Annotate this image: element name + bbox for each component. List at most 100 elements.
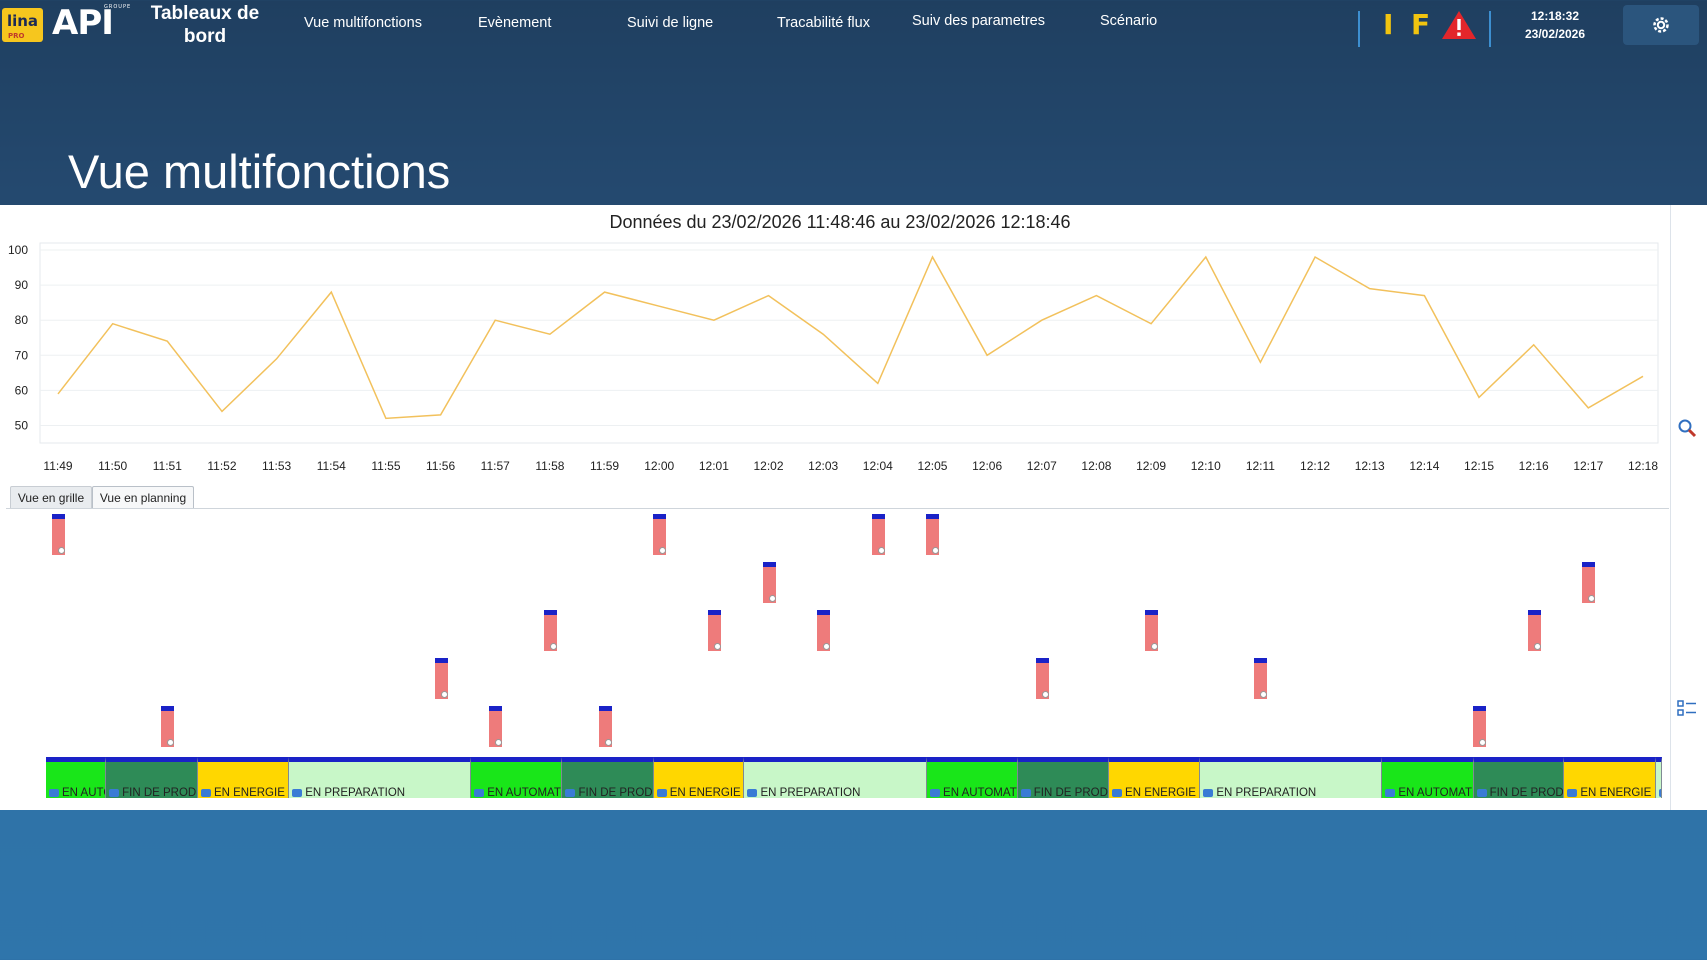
nav-suivi-de-ligne[interactable]: Suivi de ligne <box>627 15 714 31</box>
planning-state-segment[interactable]: EN ENERGIE <box>1109 757 1201 798</box>
list-icon <box>1677 700 1696 716</box>
planning-state-segment[interactable]: EN AUTOMATIQUE <box>471 757 563 798</box>
zoom-button[interactable] <box>1676 417 1698 439</box>
planning-event-marker[interactable] <box>1254 658 1268 699</box>
y-tick-label: 50 <box>15 418 29 432</box>
tab-vue-en-grille[interactable]: Vue en grille <box>10 486 92 509</box>
grid-lines <box>40 249 1658 426</box>
nav-suivi-parametres[interactable]: Suiv des parametres <box>912 13 1045 29</box>
planning-state-segment[interactable]: FIN DE PRODUCTION <box>1017 757 1110 798</box>
x-tick-label: 12:12 <box>1300 459 1330 473</box>
state-label: EN PREPARATION <box>760 787 861 798</box>
x-tick-label: 12:09 <box>1136 459 1166 473</box>
state-label: FIN DE PRODUCTION <box>578 787 653 798</box>
planning-event-marker[interactable] <box>762 562 776 603</box>
planning-event-marker[interactable] <box>1527 610 1541 651</box>
tab-vue-en-planning[interactable]: Vue en planning <box>92 486 194 509</box>
series-line <box>57 255 1644 420</box>
planning-state-segment[interactable]: EN AUTOMATIQUE <box>1382 757 1474 798</box>
planning-state-segment[interactable]: EN ENERGIE <box>197 757 290 798</box>
planning-state-segment[interactable]: FIN DE PRODUCTION <box>106 757 198 798</box>
state-label: EN ENERGIE <box>1125 787 1196 798</box>
planning-state-segment[interactable]: EN ENERGIE <box>653 757 745 798</box>
planning-state-segment[interactable]: EN PREPARATION <box>744 757 928 798</box>
planning-state-segment[interactable]: FIN DE PRODUCTION <box>1473 757 1565 798</box>
nav-vue-multifonctions[interactable]: Vue multifonctions <box>304 15 422 31</box>
planning-state-segment[interactable]: EN AUTOMATIQUE <box>1655 757 1662 798</box>
x-tick-label: 11:57 <box>481 459 510 473</box>
planning-state-segment[interactable]: EN ENERGIE <box>1564 757 1656 798</box>
top-bar: lina PRO API GROUPE Tableaux de bord Vue… <box>0 0 1707 52</box>
state-label: EN AUTOMATIQUE <box>62 787 105 798</box>
planning-event-marker[interactable] <box>1035 658 1049 699</box>
lina-logo-text: lina <box>6 12 39 30</box>
state-label: FIN DE PRODUCTION <box>1489 787 1564 798</box>
planning-state-segment[interactable]: FIN DE PRODUCTION <box>562 757 654 798</box>
planning-event-marker[interactable] <box>871 514 885 555</box>
period-label: Données du 23/02/2026 11:48:46 au 23/02/… <box>609 212 1071 232</box>
planning-event-marker[interactable] <box>543 610 557 651</box>
y-tick-label: 90 <box>15 278 29 292</box>
settings-button[interactable] <box>1623 5 1699 45</box>
state-label: EN AUTOMATIQUE <box>1398 787 1474 798</box>
x-tick-label: 12:04 <box>863 459 893 473</box>
state-label: EN ENERGIE <box>669 787 741 798</box>
planning-event-marker[interactable] <box>1145 610 1159 651</box>
planning-event-marker[interactable] <box>1582 562 1596 603</box>
separator <box>1489 11 1491 47</box>
x-tick-label: 12:18 <box>1628 459 1658 473</box>
y-axis: 50 60 70 80 90 100 <box>8 243 28 432</box>
state-label: EN AUTOMATIQUE <box>487 787 563 798</box>
x-tick-label: 11:58 <box>535 459 564 473</box>
planning-state-segment[interactable]: EN PREPARATION <box>1200 757 1383 798</box>
planning-event-marker[interactable] <box>161 706 175 747</box>
planning-event-marker[interactable] <box>926 514 940 555</box>
side-toolbar <box>1670 205 1707 810</box>
dashboard-home-link[interactable]: Tableaux de bord <box>150 3 260 47</box>
planning-event-marker[interactable] <box>707 610 721 651</box>
clock-time: 12:18:32 <box>1530 9 1580 23</box>
x-tick-label: 12:11 <box>1246 459 1275 473</box>
x-tick-label: 12:07 <box>1027 459 1057 473</box>
planning-event-marker[interactable] <box>653 514 667 555</box>
api-logo: API GROUPE <box>52 2 130 44</box>
planning-event-marker[interactable] <box>52 514 65 555</box>
nav-tracabilite-flux[interactable]: Tracabilité flux <box>777 15 870 31</box>
planning-state-segment[interactable]: EN AUTOMATIQUE <box>927 757 1018 798</box>
planning-event-marker[interactable] <box>489 706 503 747</box>
planning-state-segment[interactable]: EN AUTOMATIQUE <box>46 757 107 798</box>
planning-event-marker[interactable] <box>817 610 831 651</box>
magnifier-icon <box>1678 419 1697 438</box>
lina-logo-sub: PRO <box>8 32 25 40</box>
indicator-f[interactable]: F <box>1411 8 1431 41</box>
page-title: Vue multifonctions <box>68 145 451 198</box>
state-label: EN PREPARATION <box>305 787 406 798</box>
x-tick-label: 11:54 <box>317 459 346 473</box>
planning-event-marker[interactable] <box>598 706 612 747</box>
planning-event-marker[interactable] <box>1473 706 1487 747</box>
tab-underline <box>6 508 1669 509</box>
warning-triangle-icon[interactable] <box>1441 10 1477 40</box>
planning-state-segment[interactable]: EN PREPARATION <box>289 757 472 798</box>
planning-event-marker[interactable] <box>434 658 448 699</box>
separator <box>1358 11 1360 47</box>
x-tick-label: 12:06 <box>972 459 1002 473</box>
nav-scenario[interactable]: Scénario <box>1100 13 1158 29</box>
x-tick-label: 12:15 <box>1464 459 1494 473</box>
indicator-i[interactable]: I <box>1383 8 1394 41</box>
x-tick-label: 11:49 <box>43 459 72 473</box>
clock-date: 23/02/2026 <box>1524 27 1586 41</box>
legend-button[interactable] <box>1676 698 1698 720</box>
x-tick-label: 12:01 <box>699 459 729 473</box>
x-axis: 11:49 11:50 11:51 11:52 11:53 11:54 11:55 11:56… <box>43 459 1658 473</box>
x-tick-label: 11:56 <box>426 459 455 473</box>
x-tick-label: 11:53 <box>262 459 291 473</box>
x-tick-label: 12:03 <box>808 459 838 473</box>
state-label: EN ENERGIE <box>1580 787 1652 798</box>
y-tick-label: 80 <box>15 313 29 327</box>
x-tick-label: 11:59 <box>590 459 619 473</box>
gear-icon <box>1653 17 1669 33</box>
nav-evenement[interactable]: Evènement <box>478 15 552 31</box>
x-tick-label: 11:52 <box>207 459 236 473</box>
